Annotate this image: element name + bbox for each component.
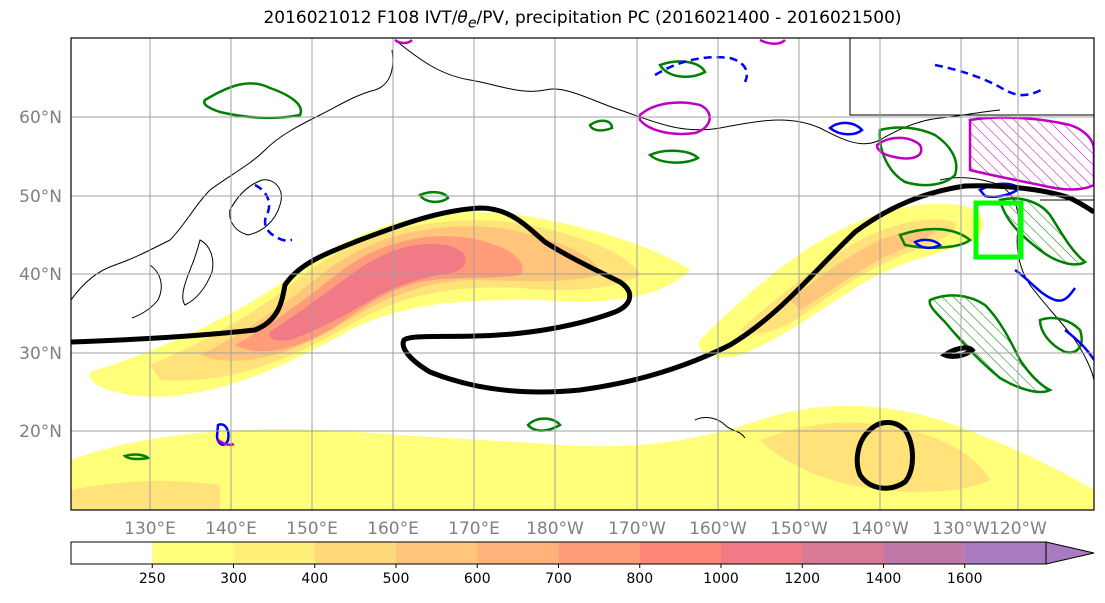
- lat-label: 20°N: [19, 422, 62, 442]
- colorbar-tick-label: 500: [383, 571, 410, 587]
- colorbar-tick-label: 400: [301, 571, 328, 587]
- lat-label: 50°N: [19, 187, 62, 207]
- colorbar-tick-label: 1600: [947, 571, 983, 587]
- lon-label: 130°E: [124, 519, 176, 539]
- theta-contours: [217, 38, 1094, 447]
- lon-label: 160°W: [689, 519, 747, 539]
- ivt-plume-west: [89, 212, 691, 397]
- lon-label: 120°W: [989, 519, 1047, 539]
- colorbar: 250 300 400 500 600 700 800 1000 1200 1400 1600: [70, 541, 1095, 587]
- coastlines: [71, 38, 1094, 439]
- colorbar-segment: [477, 542, 559, 564]
- lon-label: 150°W: [770, 519, 828, 539]
- lat-label: 40°N: [19, 265, 62, 285]
- ivt-band-south: [71, 405, 1094, 510]
- lon-label: 170°E: [448, 519, 500, 539]
- colorbar-segment: [396, 542, 478, 564]
- colorbar-tick-label: 1400: [866, 571, 902, 587]
- title-theta-sub: e: [467, 15, 477, 32]
- map-frame: [70, 37, 1095, 511]
- colorbar-tick-label: 600: [464, 571, 491, 587]
- colorbar-segment: [71, 542, 153, 564]
- colorbar-tick-label: 800: [626, 571, 653, 587]
- figure-title: 2016021012 F108 IVT/θe/PV, precipitation…: [0, 8, 1105, 31]
- target-box: [973, 200, 1024, 260]
- colorbar-segment: [721, 542, 803, 564]
- title-prefix: 2016021012 F108 IVT/: [263, 8, 458, 28]
- colorbar-segment: [558, 542, 641, 564]
- title-suffix: /PV, precipitation PC (2016021400 - 2016…: [476, 8, 902, 28]
- colorbar-tick-label: 1200: [784, 571, 820, 587]
- lon-label: 140°W: [851, 519, 909, 539]
- colorbar-segment: [314, 542, 397, 564]
- jet-contour: [71, 183, 1094, 491]
- lon-label: 170°W: [608, 519, 666, 539]
- colorbar-extend-arrow: [1045, 541, 1095, 565]
- colorbar-segment: [802, 542, 884, 564]
- colorbar-segment: [883, 542, 966, 564]
- ivt-plume-east: [699, 203, 984, 358]
- colorbar-tick-label: 250: [139, 571, 166, 587]
- colorbar-segment: [639, 542, 722, 564]
- colorbar-segment: [152, 542, 234, 564]
- gridlines: [71, 38, 1094, 510]
- lat-label: 30°N: [19, 344, 62, 364]
- colorbar-segment: [233, 542, 316, 564]
- colorbar-tick-label: 1000: [703, 571, 739, 587]
- colorbar-tick-label: 300: [220, 571, 247, 587]
- lon-label: 150°E: [286, 519, 338, 539]
- lon-label: 160°E: [367, 519, 419, 539]
- lon-label: 180°W: [526, 519, 584, 539]
- lon-label: 130°W: [932, 519, 990, 539]
- lon-label: 140°E: [205, 519, 257, 539]
- latitude-labels: 60°N 50°N 40°N 30°N 20°N: [19, 108, 62, 442]
- lat-label: 60°N: [19, 108, 62, 128]
- longitude-labels: 130°E 140°E 150°E 160°E 170°E 180°W 170°W 160°W…: [124, 519, 1047, 539]
- colorbar-tick-label: 700: [545, 571, 572, 587]
- colorbar-segment: [964, 542, 1047, 564]
- title-theta: θ: [457, 8, 468, 28]
